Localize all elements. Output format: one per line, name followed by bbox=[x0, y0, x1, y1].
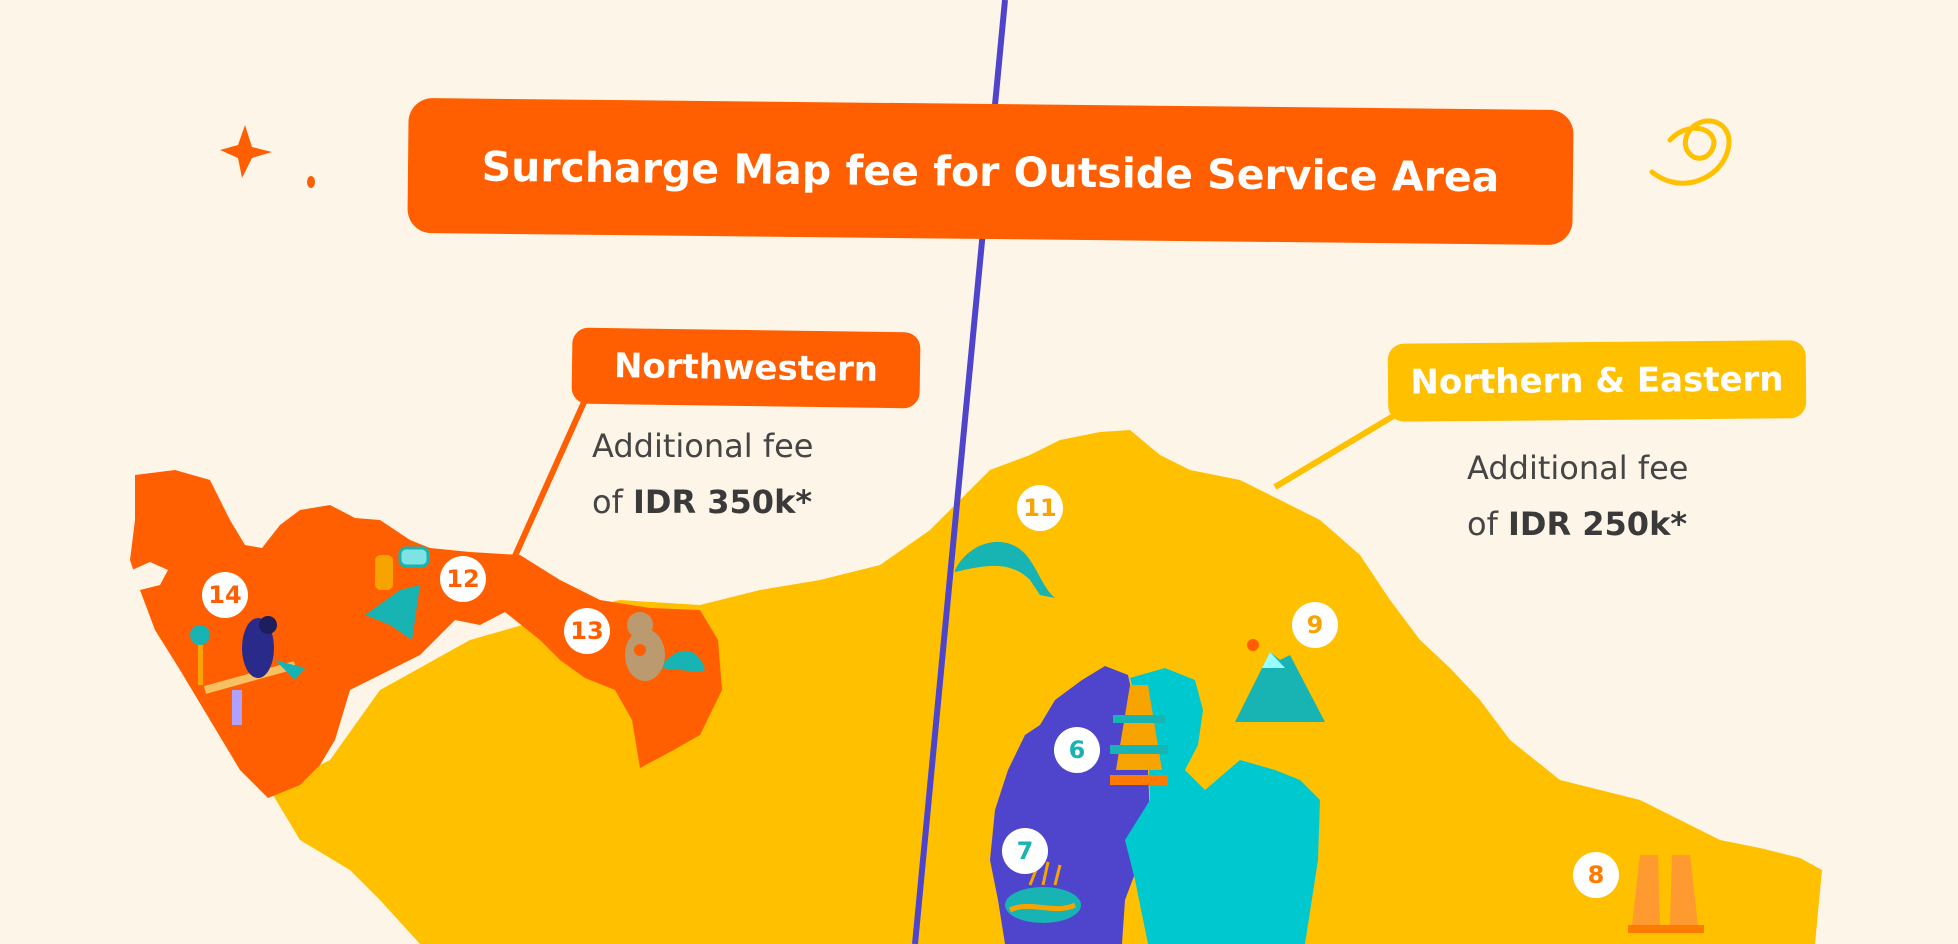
temple-icon bbox=[1110, 685, 1168, 785]
marker-11: 11 bbox=[1017, 485, 1063, 531]
fee-amount: IDR 350k* bbox=[633, 483, 813, 521]
fee-amount: IDR 250k* bbox=[1508, 505, 1688, 543]
diving-gear-icon bbox=[365, 546, 430, 640]
region-teal bbox=[1125, 668, 1320, 944]
region-purple bbox=[990, 666, 1150, 944]
mountain-icon bbox=[1235, 639, 1325, 722]
fee-prefix: Additional fee bbox=[1467, 449, 1689, 487]
marker-13: 13 bbox=[564, 608, 610, 654]
swirl-icon bbox=[1649, 118, 1732, 186]
sparkle-icon bbox=[220, 125, 272, 178]
cove bbox=[132, 562, 168, 590]
dot-decoration bbox=[307, 176, 315, 188]
marker-9: 9 bbox=[1292, 602, 1338, 648]
northwestern-leader-line bbox=[512, 398, 588, 558]
marker-7: 7 bbox=[1002, 828, 1048, 874]
marker-14: 14 bbox=[202, 572, 248, 618]
fee-of: of bbox=[592, 483, 623, 521]
fee-northwestern: Additional fee of IDR 350k* bbox=[592, 418, 813, 530]
rice-terrace-icon bbox=[1005, 861, 1081, 923]
bird-icon bbox=[190, 616, 305, 725]
fee-of: of bbox=[1467, 505, 1498, 543]
fee-northern-eastern: Additional fee of IDR 250k* bbox=[1467, 440, 1688, 552]
gate-icon bbox=[1628, 855, 1704, 933]
dolphin-icon bbox=[955, 541, 1055, 598]
northern-eastern-leader-line bbox=[1273, 409, 1402, 490]
region-northwestern bbox=[130, 470, 722, 798]
region-label-northern-eastern: Northern & Eastern bbox=[1387, 340, 1807, 422]
fee-prefix: Additional fee bbox=[592, 427, 814, 465]
marker-12: 12 bbox=[440, 556, 486, 602]
monkey-icon bbox=[625, 612, 705, 681]
page-title: Surcharge Map fee for Outside Service Ar… bbox=[407, 97, 1574, 246]
marker-6: 6 bbox=[1054, 727, 1100, 773]
region-northern-eastern bbox=[270, 430, 1822, 944]
region-label-northwestern: Northwestern bbox=[571, 327, 921, 409]
marker-8: 8 bbox=[1573, 852, 1619, 898]
